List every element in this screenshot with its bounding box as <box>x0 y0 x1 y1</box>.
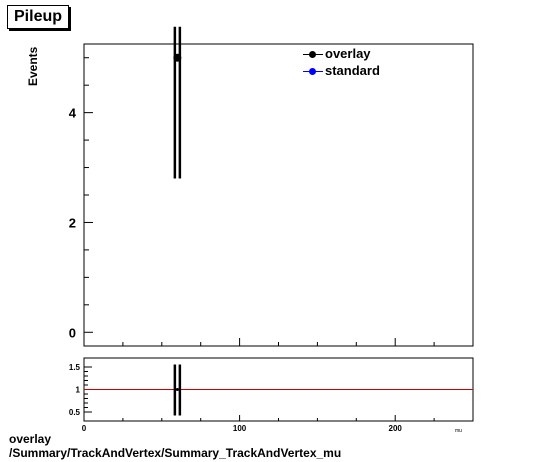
caption-line-1: overlay <box>9 432 52 446</box>
ratio-x-tick-label: 100 <box>233 424 247 433</box>
ratio-y-tick-label: 1 <box>76 386 81 395</box>
caption-line-2: /Summary/TrackAndVertex/Summary_TrackAnd… <box>9 446 342 460</box>
overlay-point <box>173 53 182 62</box>
main-axes: 0 2 4 <box>69 57 474 346</box>
ratio-x-tick-label: 200 <box>389 424 403 433</box>
legend-label-overlay: overlay <box>325 46 371 61</box>
plot-title: Pileup <box>7 5 70 29</box>
legend-marker-overlay <box>309 51 316 58</box>
ratio-x-tick-label: 0 <box>82 424 87 433</box>
ratio-marks <box>84 364 473 416</box>
y-tick-label: 0 <box>69 325 76 340</box>
main-marks <box>173 26 182 179</box>
ratio-point <box>175 388 179 391</box>
ratio-y-tick-label: 0.5 <box>69 408 81 417</box>
y-tick-label: 4 <box>69 106 77 121</box>
x-axis-label: mu <box>455 428 462 434</box>
y-axis-label: Events <box>26 46 40 86</box>
legend-marker-standard <box>309 68 316 75</box>
ratio-axes: 0.5 1 1.5 0 100 200 <box>69 363 474 433</box>
main-plot-frame <box>83 43 474 347</box>
ratio-y-tick-label: 1.5 <box>69 363 81 372</box>
y-tick-label: 2 <box>69 215 76 230</box>
legend-label-standard: standard <box>325 63 380 78</box>
